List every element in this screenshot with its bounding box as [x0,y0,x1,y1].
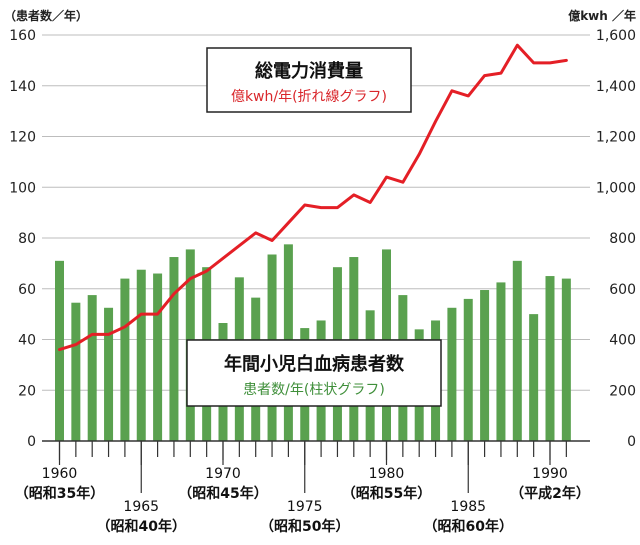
x-era-label: （昭和50年） [260,518,349,535]
line-legend-title: 総電力消費量 [255,60,363,82]
bar-legend-box: 年間小児白血病患者数 患者数/年(柱状グラフ) [186,339,442,407]
x-era-label: （昭和45年） [178,485,267,502]
right-tick-label: 0 [627,434,636,450]
left-tick-label: 20 [18,383,36,399]
bar-legend-title: 年間小児白血病患者数 [224,353,405,375]
x-axis-ticks: 1960 （昭和35年） 1965 （昭和40年） 1970 （昭和45年） 1975 （昭和… [15,441,590,535]
bar-1965 [136,269,146,441]
right-tick-label: 600 [609,282,636,298]
left-tick-label: 100 [9,180,36,196]
electricity-line [58,43,568,352]
x-era-label: （昭和35年） [15,485,104,502]
x-era-label: （平成2年） [510,485,590,502]
left-tick-label: 160 [9,28,36,44]
left-tick-label: 0 [27,434,36,450]
right-tick-label: 1,400 [596,79,636,95]
bar-1966 [153,273,163,441]
right-tick-label: 400 [609,333,636,349]
bar-1985 [463,298,473,441]
line-legend-subtitle: 億kwh/年(折れ線グラフ) [231,89,387,105]
left-tick-label: 140 [9,79,36,95]
left-axis-unit: （患者数／年） [4,8,88,23]
bar-legend-subtitle: 患者数/年(柱状グラフ) [243,382,385,398]
right-tick-label: 200 [609,383,636,399]
right-tick-label: 1,200 [596,130,636,146]
left-tick-label: 60 [18,282,36,298]
bar-1990 [545,276,555,441]
gridlines [42,34,590,391]
x-year-label: 1960 [42,466,78,482]
x-year-label: 1985 [450,499,486,515]
bar-1987 [496,282,506,441]
bar-1984 [447,307,457,441]
right-tick-label: 1,600 [596,28,636,44]
left-tick-label: 80 [18,231,36,247]
x-year-label: 1990 [532,466,568,482]
x-year-label: 1975 [287,499,323,515]
bar-1991 [561,278,571,441]
line-legend-box: 総電力消費量 億kwh/年(折れ線グラフ) [206,47,412,113]
x-era-label: （昭和55年） [342,485,431,502]
x-era-label: （昭和40年） [97,518,186,535]
line-series [58,43,568,352]
left-tick-label: 120 [9,130,36,146]
left-tick-label: 40 [18,333,36,349]
bar-1961 [71,302,81,441]
bar-1988 [512,260,522,441]
left-axis-ticks: 0 20 40 60 80 100 120 140 160 [9,28,36,450]
x-year-label: 1980 [369,466,405,482]
x-era-label: （昭和60年） [424,518,513,535]
bar-1967 [169,257,179,441]
right-axis-unit: 億kwh ／年 [568,8,636,23]
bar-1964 [120,278,130,441]
x-year-label: 1965 [123,499,159,515]
bar-1989 [529,314,539,441]
bar-1962 [87,295,97,441]
x-year-label: 1970 [205,466,241,482]
right-axis-ticks: 0 200 400 600 800 1,000 1,200 1,400 1,600 [596,28,636,450]
bar-1963 [104,307,114,441]
right-tick-label: 1,000 [596,180,636,196]
right-tick-label: 800 [609,231,636,247]
bar-1986 [480,290,490,441]
